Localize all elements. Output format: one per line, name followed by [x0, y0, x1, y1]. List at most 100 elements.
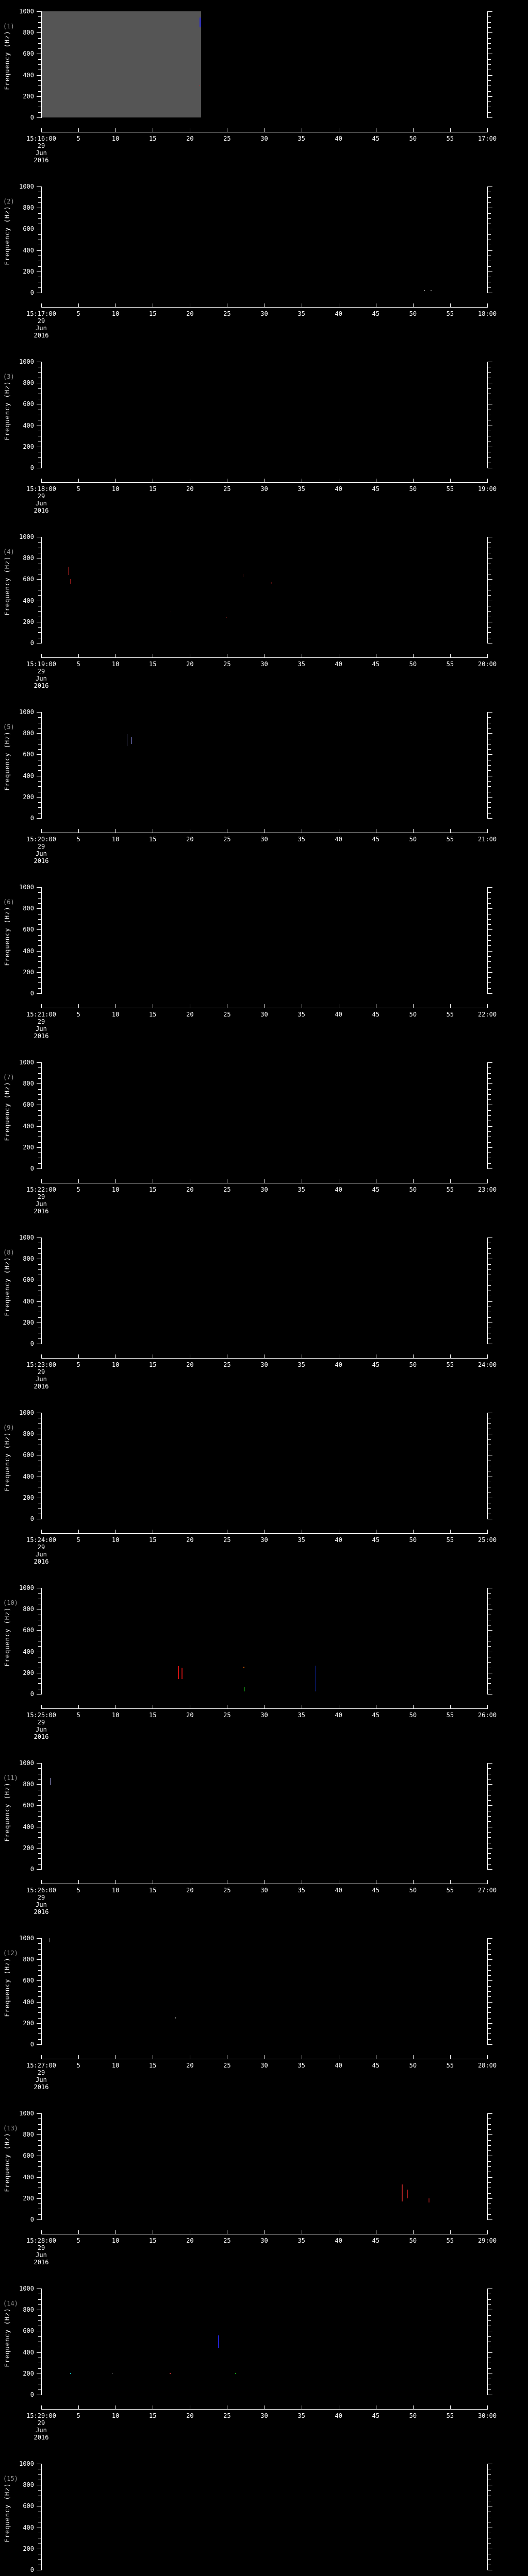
y-axis-tick-label: 800 — [23, 1605, 34, 1613]
x-axis-tick-label: 35 — [298, 485, 305, 493]
y-axis-tick-right — [488, 2023, 492, 2024]
y-axis-tick-right — [488, 75, 492, 76]
y-axis-tick-right — [488, 2320, 491, 2321]
y-axis-tick-label: 0 — [30, 2041, 34, 2048]
plot-area[interactable] — [41, 1238, 488, 1344]
plot-area[interactable] — [41, 712, 488, 818]
x-axis-tick-label: 50 — [409, 485, 417, 493]
detection-mark — [68, 566, 69, 575]
x-axis-tick-label: 55 — [446, 1887, 454, 1894]
y-axis-tick — [38, 372, 41, 373]
x-axis-tick-label: 5 — [76, 1361, 80, 1368]
y-axis-tick-right — [488, 1853, 491, 1854]
x-axis-tick-label: 5 — [76, 1536, 80, 1544]
x-axis-tick-label: 10 — [111, 1887, 120, 1894]
x-axis-tick — [412, 1004, 414, 1008]
y-axis-tick-label: 600 — [23, 225, 34, 233]
y-axis-tick-right — [488, 807, 491, 808]
x-axis-tick-label: 15 — [149, 1887, 157, 1894]
x-axis-date-part: 29 — [37, 1368, 45, 1376]
y-axis-tick-right — [488, 1991, 491, 1992]
plot-area[interactable] — [41, 537, 488, 643]
y-axis-tick-right — [488, 2299, 491, 2300]
y-axis-title: Frequency (Hz) — [4, 2483, 11, 2543]
y-axis-tick-label: 600 — [23, 1276, 34, 1284]
x-axis-start-time: 15:16:00 — [26, 135, 56, 142]
y-axis-tick-right — [488, 1763, 492, 1764]
x-axis-date-part: Jun — [36, 1551, 47, 1558]
y-axis-tick-right — [488, 1115, 491, 1116]
y-axis-tick-right — [488, 1094, 491, 1095]
x-axis-tick — [450, 1354, 451, 1359]
y-axis-tick-label: 200 — [23, 2194, 34, 2202]
y-axis-tick-label: 1000 — [19, 183, 34, 190]
y-axis-tick-right — [488, 1938, 492, 1939]
x-axis-tick-label: 45 — [372, 1536, 380, 1544]
y-axis-tick-right — [488, 924, 491, 925]
plot-area[interactable] — [41, 1413, 488, 1519]
y-axis-spine-left — [41, 1938, 42, 2044]
detection-mark — [126, 734, 128, 746]
x-axis-tick — [78, 1530, 79, 1534]
plot-area[interactable] — [41, 1763, 488, 1869]
y-axis-tick-right — [488, 1986, 491, 1987]
y-axis-tick — [38, 2145, 41, 2146]
x-axis-start-datetime: 15:27:00 29 Jun 2016 — [26, 2062, 71, 2091]
y-axis-tick — [38, 1991, 41, 1992]
x-axis-tick-label: 20 — [186, 485, 194, 493]
spectrogram-panel: (12) Frequency (Hz) 0 200 400 600 800 1000 5 10 15… — [0, 1929, 528, 2104]
y-axis-tick-right — [488, 59, 491, 60]
y-axis-tick — [37, 11, 41, 12]
plot-area[interactable] — [41, 1588, 488, 1694]
x-axis-tick — [487, 1004, 488, 1008]
y-axis-tick-right — [488, 1784, 492, 1785]
x-axis-tick-label: 25 — [223, 2237, 231, 2244]
x-axis-tick-label: 20 — [186, 1011, 194, 1018]
x-axis-tick — [450, 303, 451, 308]
y-axis-tick — [38, 2161, 41, 2162]
y-axis-tick — [38, 2368, 41, 2369]
plot-area[interactable] — [41, 887, 488, 993]
plot-area[interactable] — [41, 11, 488, 117]
plot-area[interactable] — [41, 1062, 488, 1168]
x-axis-tick-label: 30 — [260, 1361, 268, 1368]
x-axis-tick-label: 45 — [372, 1887, 380, 1894]
y-axis-tick-right — [488, 213, 491, 214]
x-axis-tick-label: 20 — [186, 836, 194, 843]
x-axis-tick — [487, 1880, 488, 1884]
y-axis-tick-right — [488, 2007, 491, 2008]
x-axis-date-part: Jun — [36, 325, 47, 332]
y-axis-tick — [38, 2320, 41, 2321]
x-axis-tick — [487, 2055, 488, 2059]
x-axis-tick — [450, 2055, 451, 2059]
y-axis-tick-label: 600 — [23, 926, 34, 934]
y-axis-tick — [38, 1858, 41, 1859]
plot-area[interactable] — [41, 1938, 488, 2044]
x-axis-end-label: 25:00 — [477, 1536, 497, 1544]
y-axis-tick-right — [488, 1338, 491, 1339]
y-axis-tick-label: 400 — [23, 1648, 34, 1655]
y-axis-tick — [38, 781, 41, 782]
y-axis-tick-right — [488, 1975, 491, 1976]
y-axis-tick-label: 0 — [30, 2216, 34, 2223]
x-axis-end-label: 23:00 — [477, 1186, 497, 1193]
plot-area[interactable] — [41, 187, 488, 293]
x-axis-tick — [450, 1705, 451, 1709]
detection-mark — [49, 1938, 51, 1943]
y-axis-tick-right — [488, 2012, 491, 2013]
y-axis-tick-right — [488, 2129, 491, 2130]
plot-area[interactable] — [41, 2464, 488, 2570]
detection-mark — [315, 1690, 317, 1692]
plot-area[interactable] — [41, 2289, 488, 2395]
y-axis-tick — [38, 1248, 41, 1249]
y-axis-tick-right — [488, 712, 492, 713]
plot-area[interactable] — [41, 2113, 488, 2219]
y-axis-tick-label: 200 — [23, 2369, 34, 2377]
detection-mark — [50, 1777, 51, 1786]
y-axis-tick-right — [488, 11, 492, 12]
plot-area[interactable] — [41, 362, 488, 468]
y-axis-tick-right — [488, 1778, 491, 1780]
y-axis-tick-label: 200 — [23, 2019, 34, 2027]
y-axis-tick-label: 800 — [23, 2131, 34, 2139]
x-axis-tick-label: 20 — [186, 1887, 194, 1894]
